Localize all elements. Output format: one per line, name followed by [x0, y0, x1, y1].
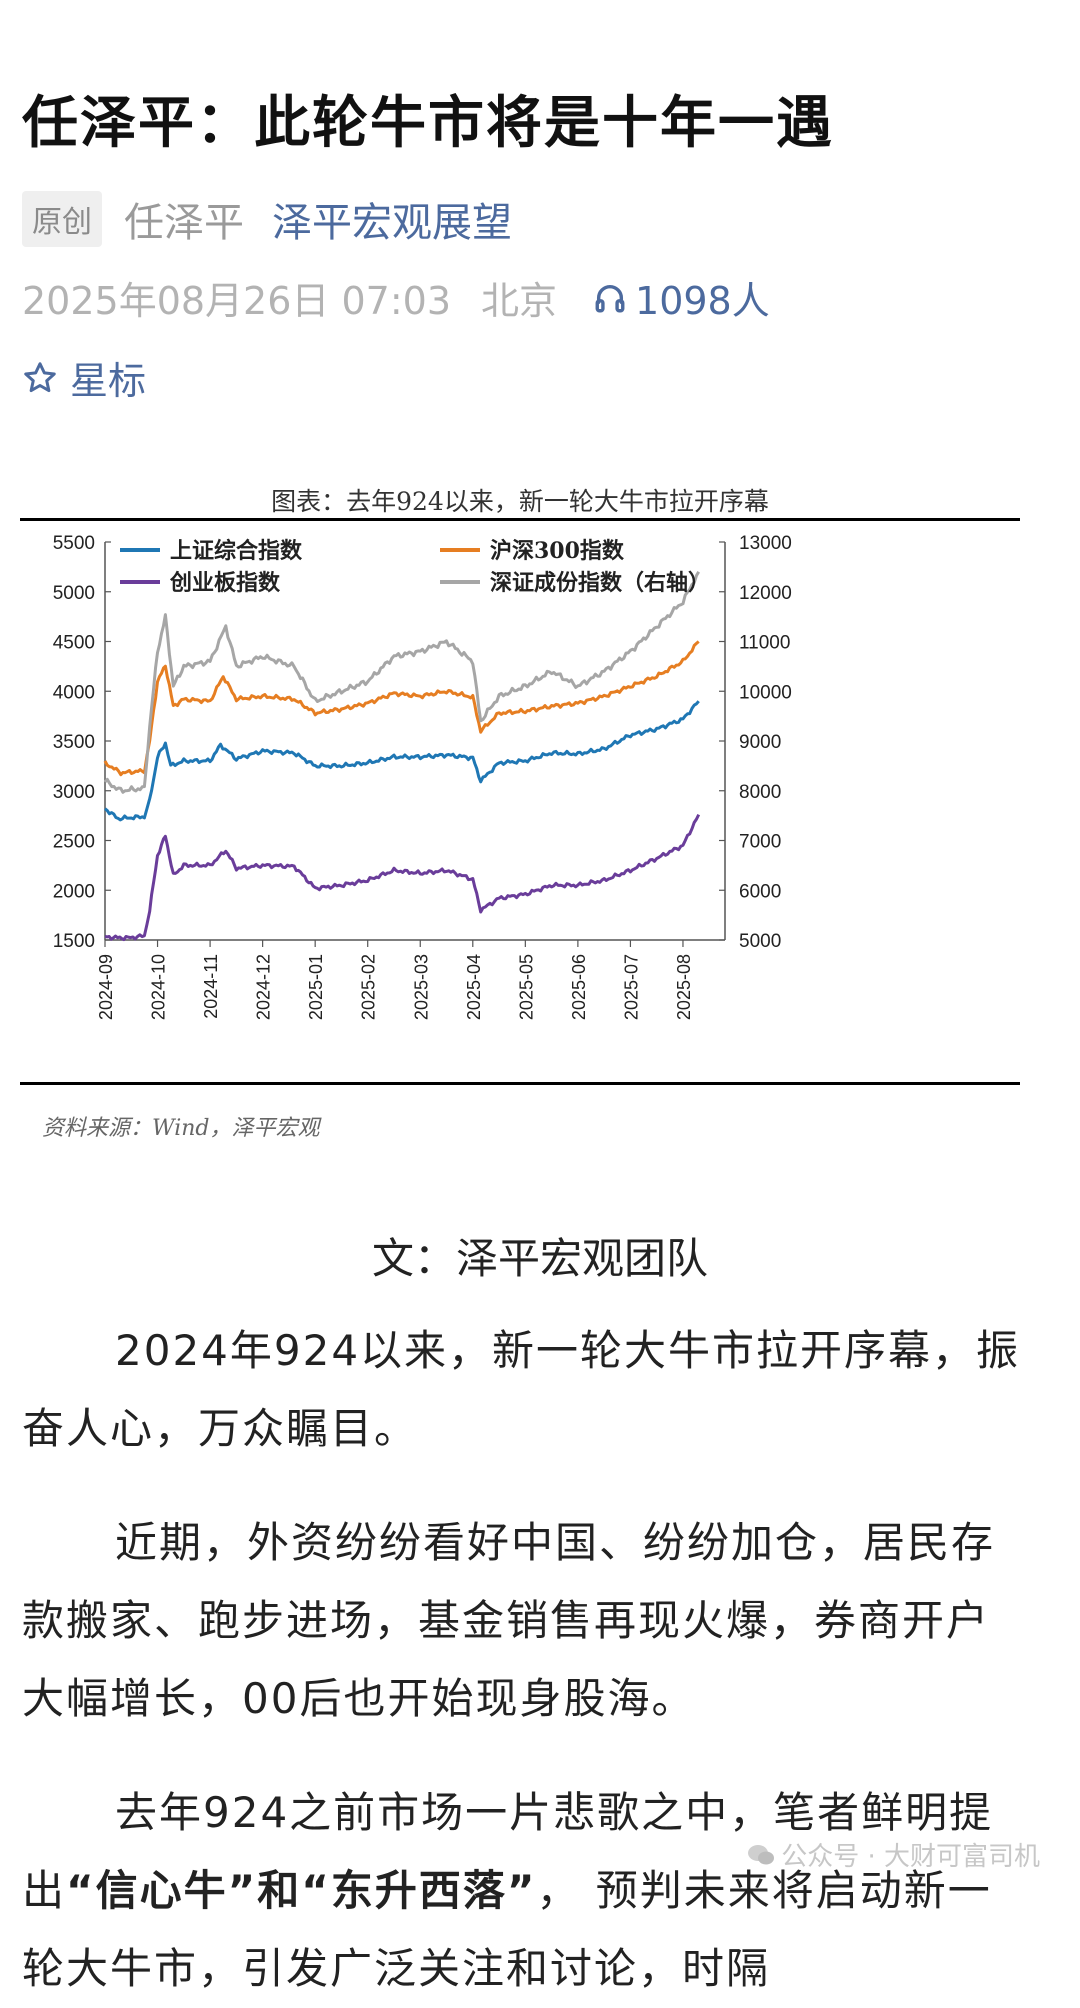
figure-bottom-rule — [20, 1082, 1020, 1085]
x-tick-label: 2025-08 — [674, 954, 694, 1020]
article-title: 任泽平：此轮牛市将是十年一遇 — [22, 91, 834, 156]
x-tick-label: 2025-04 — [464, 954, 484, 1020]
publish-location: 北京 — [481, 279, 558, 323]
series-line — [103, 571, 700, 794]
paragraph-3-bold: “信心牛”和“东升西落” — [66, 1866, 537, 1915]
x-tick-label: 2025-03 — [411, 954, 431, 1020]
x-tick-label: 2025-06 — [569, 954, 589, 1020]
publish-info: 2025年08月26日 07:03 北京 1098人 — [22, 270, 770, 325]
paragraph-1: 2024年924以来，新一轮大牛市拉开序幕，振奋人心，万众瞩目。 — [22, 1326, 1021, 1453]
listen-button[interactable]: 1098人 — [593, 270, 770, 325]
paragraph-2: 近期，外资纷纷看好中国、纷纷加仓，居民存款搬家、跑步进场，基金销售再现火爆，券商… — [22, 1518, 996, 1723]
left-tick-label: 3000 — [53, 782, 95, 803]
right-tick-label: 11000 — [739, 633, 790, 654]
legend-label: 沪深300指数 — [490, 538, 625, 564]
x-tick-label: 2025-01 — [306, 954, 326, 1020]
publish-datetime: 2025年08月26日 07:03 — [22, 279, 452, 323]
right-tick-label: 9000 — [739, 732, 781, 753]
x-tick-label: 2024-09 — [96, 954, 116, 1020]
right-tick-label: 10000 — [739, 682, 792, 703]
paragraph-3: 去年924之前市场一片悲歌之中，笔者鲜明提出“信心牛”和“东升西落”， 预判未来… — [22, 1774, 1032, 2008]
series-line — [104, 813, 701, 942]
x-tick-label: 2025-02 — [359, 954, 379, 1020]
x-tick-label: 2025-07 — [621, 954, 641, 1020]
right-tick-label: 8000 — [739, 782, 781, 803]
watermark-text: 公众号 · 大财可富司机 — [781, 1842, 1040, 1872]
x-tick-label: 2025-05 — [516, 954, 536, 1020]
left-tick-label: 5500 — [53, 533, 95, 554]
x-tick-label: 2024-10 — [149, 954, 169, 1020]
right-tick-label: 13000 — [739, 533, 792, 554]
left-tick-label: 3500 — [53, 732, 95, 753]
x-tick-label: 2024-12 — [254, 954, 274, 1020]
paragraph-3-a: 去年924之前市场一片悲歌之中，笔者鲜明提出 — [22, 1788, 994, 1915]
figure-top-rule — [20, 518, 1020, 521]
figure-source: 资料来源：Wind，泽平宏观 — [42, 1116, 320, 1141]
listener-count: 1098人 — [635, 279, 770, 323]
original-badge: 原创 — [22, 191, 102, 247]
right-tick-label: 7000 — [739, 832, 781, 853]
watermark: 公众号 · 大财可富司机 — [747, 1836, 1040, 1873]
account-link[interactable]: 泽平宏观展望 — [272, 200, 512, 246]
x-tick-label: 2024-11 — [201, 954, 221, 1019]
right-tick-label: 6000 — [739, 881, 781, 902]
series-line — [104, 700, 700, 822]
chart-figure: 图表：去年924以来，新一轮大牛市拉开序幕 1500 2000 2500 3000 35… — [20, 470, 1020, 1150]
figure-caption: 图表：去年924以来，新一轮大牛市拉开序幕 — [271, 487, 769, 516]
byline: 文：泽平宏观团队 — [371, 1234, 708, 1283]
legend-label: 深证成份指数（右轴） — [490, 570, 710, 596]
article-meta: 原创 任泽平 泽平宏观展望 — [22, 190, 512, 248]
left-tick-label: 2000 — [53, 881, 95, 902]
left-tick-label: 5000 — [53, 583, 95, 604]
left-tick-label: 4000 — [53, 682, 95, 703]
star-button[interactable]: 星标 — [22, 350, 146, 405]
headphones-icon — [595, 284, 625, 312]
wechat-icon — [748, 1844, 775, 1864]
left-tick-label: 4500 — [53, 633, 95, 654]
right-tick-label: 5000 — [739, 931, 781, 952]
left-tick-label: 1500 — [53, 931, 95, 952]
legend-label: 创业板指数 — [169, 570, 281, 596]
star-icon — [24, 361, 56, 392]
right-tick-label: 12000 — [739, 583, 792, 604]
index-line-chart: 1500 2000 2500 3000 3500 4000 4500 5000 5500 5000… — [53, 533, 792, 1020]
legend-label: 上证综合指数 — [170, 538, 303, 564]
author-name[interactable]: 任泽平 — [124, 200, 244, 246]
star-label: 星标 — [70, 359, 147, 403]
left-tick-label: 2500 — [53, 832, 95, 853]
series-line — [103, 640, 700, 777]
